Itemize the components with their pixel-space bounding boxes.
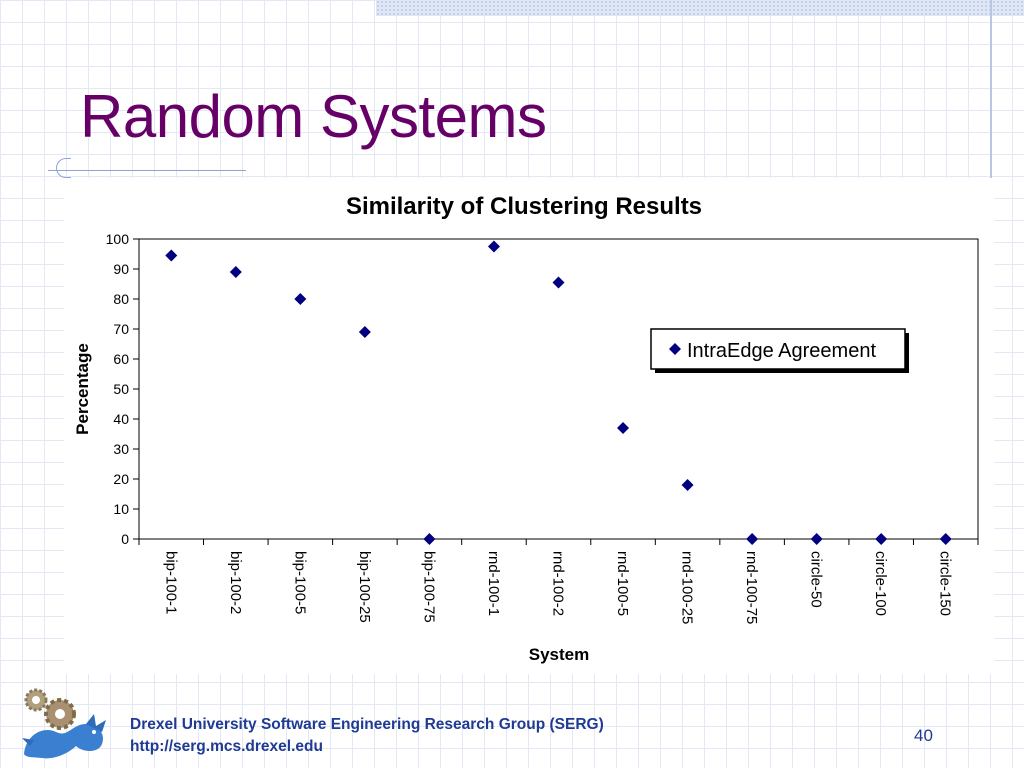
x-axis-label: System <box>529 645 589 664</box>
data-point-bip-100-2 <box>229 266 242 278</box>
x-tick-label: bip-100-5 <box>291 551 308 614</box>
footer-org: Drexel University Software Engineering R… <box>130 716 604 733</box>
data-point-rnd-100-25 <box>681 479 694 491</box>
footer-text: Drexel University Software Engineering R… <box>130 714 604 758</box>
scatter-chart: Similarity of Clustering Results 0 10 20 30… <box>73 193 979 664</box>
data-point-bip-100-5 <box>294 293 307 305</box>
x-tick-label: circle-100 <box>872 551 889 616</box>
y-tick-label: 50 <box>113 381 129 397</box>
x-tick-label: bip-100-2 <box>227 551 244 614</box>
data-point-rnd-100-2 <box>552 276 565 289</box>
y-tick-label: 20 <box>113 471 129 487</box>
y-tick-label: 100 <box>106 231 130 247</box>
page-number: 40 <box>914 726 933 745</box>
chart-title: Similarity of Clustering Results <box>346 193 702 220</box>
y-tick-label: 30 <box>113 441 129 457</box>
serg-dragon-logo <box>22 688 106 759</box>
data-point-circle-100 <box>875 533 888 545</box>
title-underline <box>48 170 246 171</box>
data-point-bip-100-75 <box>423 533 436 545</box>
x-tick-label: bip-100-75 <box>420 551 437 623</box>
x-tick-label: circle-50 <box>808 551 825 608</box>
x-tick-label: rnd-100-25 <box>679 551 696 624</box>
plot-area <box>138 238 979 540</box>
right-rule <box>990 0 992 265</box>
x-tick-label: rnd-100-2 <box>550 551 567 616</box>
y-tick-label: 80 <box>113 291 129 307</box>
legend: IntraEdge Agreement <box>650 328 909 373</box>
chart-panel: Similarity of Clustering Results 0 10 20 30… <box>64 178 994 674</box>
footer-url[interactable]: http://serg.mcs.drexel.edu <box>130 738 323 755</box>
data-point-circle-150 <box>939 533 952 545</box>
y-tick-label: 70 <box>113 321 129 337</box>
data-point-circle-50 <box>810 533 823 545</box>
y-axis-label: Percentage <box>73 343 92 435</box>
title-ornament <box>56 158 71 178</box>
header-band <box>376 0 1024 16</box>
y-tick-label: 60 <box>113 351 129 367</box>
x-tick-label: rnd-100-1 <box>485 551 502 616</box>
x-tick-label: bip-100-1 <box>162 551 179 614</box>
y-tick-label: 90 <box>113 261 129 277</box>
x-tick-label: circle-150 <box>937 551 954 616</box>
data-points <box>165 240 952 545</box>
data-point-rnd-100-1 <box>487 240 500 253</box>
y-tick-label: 0 <box>121 531 129 547</box>
y-tick-label: 40 <box>113 411 129 427</box>
legend-marker-diamond <box>669 343 681 355</box>
data-point-bip-100-25 <box>358 326 371 338</box>
y-axis: 0 10 20 30 40 50 60 70 80 90 100 <box>106 231 139 547</box>
x-tick-label: rnd-100-75 <box>743 551 760 624</box>
legend-entry-label: IntraEdge Agreement <box>687 340 876 362</box>
data-point-bip-100-1 <box>165 249 178 262</box>
data-point-rnd-100-5 <box>617 422 630 434</box>
x-tick-label: bip-100-25 <box>356 551 373 623</box>
data-point-rnd-100-75 <box>746 533 759 545</box>
y-tick-label: 10 <box>113 501 129 517</box>
x-axis: bip-100-1 bip-100-2 bip-100-5 bip-100-25 bip… <box>138 539 979 624</box>
slide-title: Random Systems <box>80 83 547 150</box>
x-tick-label: rnd-100-5 <box>614 551 631 616</box>
